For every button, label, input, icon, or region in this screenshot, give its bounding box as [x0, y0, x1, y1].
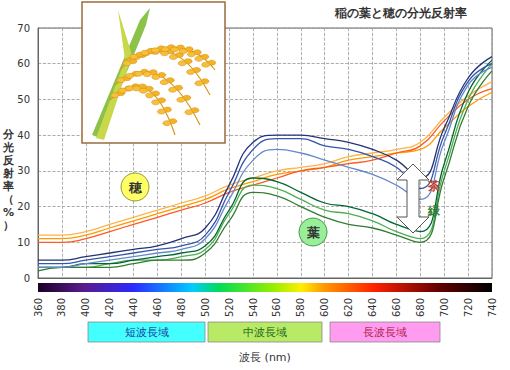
- svg-text:）: ）: [3, 219, 14, 232]
- svg-text:0: 0: [24, 273, 30, 284]
- svg-text:緑: 緑: [427, 204, 441, 218]
- svg-text:60: 60: [17, 58, 30, 69]
- svg-text:740: 740: [487, 298, 498, 317]
- svg-text:480: 480: [176, 298, 187, 317]
- svg-text:長波長域: 長波長域: [363, 326, 407, 339]
- svg-text:360: 360: [33, 298, 44, 317]
- svg-text:700: 700: [439, 298, 450, 317]
- svg-text:光: 光: [2, 141, 14, 154]
- svg-text:560: 560: [271, 298, 282, 317]
- svg-text:620: 620: [343, 298, 354, 317]
- svg-text:反: 反: [2, 154, 15, 167]
- svg-text:540: 540: [248, 298, 259, 317]
- svg-text:520: 520: [224, 298, 235, 317]
- svg-text:葉: 葉: [306, 225, 320, 240]
- svg-text:20: 20: [17, 201, 30, 212]
- svg-text:580: 580: [295, 298, 306, 317]
- svg-text:稲の葉と穂の分光反射率: 稲の葉と穂の分光反射率: [334, 6, 467, 20]
- svg-text:50: 50: [17, 94, 30, 105]
- svg-text:460: 460: [152, 298, 163, 317]
- svg-text:分: 分: [2, 128, 15, 141]
- svg-text:720: 720: [463, 298, 474, 317]
- svg-text:640: 640: [367, 298, 378, 317]
- svg-text:波長 (nm): 波長 (nm): [239, 351, 291, 364]
- svg-text:%: %: [3, 206, 14, 219]
- svg-text:380: 380: [56, 298, 67, 317]
- svg-text:420: 420: [104, 298, 115, 317]
- svg-text:40: 40: [17, 130, 30, 141]
- svg-text:600: 600: [319, 298, 330, 317]
- svg-text:率: 率: [2, 180, 14, 193]
- svg-text:茶: 茶: [427, 179, 440, 193]
- svg-text:短波長域: 短波長域: [125, 326, 169, 339]
- svg-text:680: 680: [415, 298, 426, 317]
- svg-text:射: 射: [2, 167, 14, 180]
- svg-text:30: 30: [17, 165, 30, 176]
- svg-text:70: 70: [17, 23, 30, 34]
- svg-text:10: 10: [17, 237, 30, 248]
- svg-text:（: （: [3, 193, 14, 206]
- svg-text:440: 440: [128, 298, 139, 317]
- svg-text:400: 400: [80, 298, 91, 317]
- svg-text:660: 660: [391, 298, 402, 317]
- svg-text:500: 500: [200, 298, 211, 317]
- svg-text:穂: 穂: [128, 180, 143, 195]
- svg-text:中波長域: 中波長域: [243, 326, 287, 339]
